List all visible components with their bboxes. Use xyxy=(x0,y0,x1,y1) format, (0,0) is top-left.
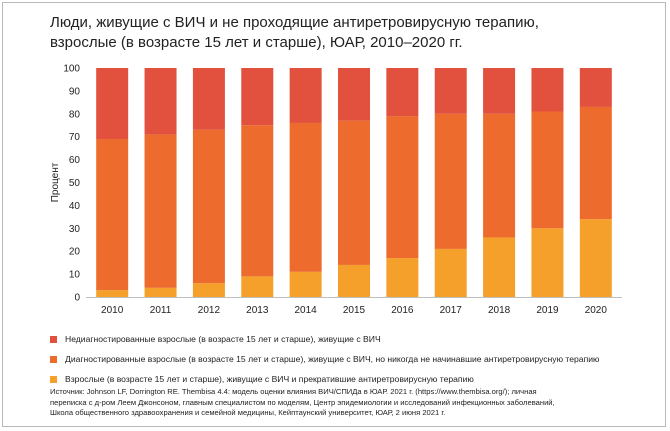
y-tick-label: 100 xyxy=(63,64,80,75)
bar-segment-2010-series-0 xyxy=(96,290,129,297)
bar-segment-2017-series-1 xyxy=(434,113,467,249)
y-axis-label: Процент xyxy=(50,162,61,202)
bar-segment-2011-series-0 xyxy=(144,287,177,297)
bar-segment-2010-series-2 xyxy=(96,68,129,139)
chart-title-line-2: взрослые (в возрасте 15 лет и старше), Ю… xyxy=(50,34,463,51)
legend-item-never-started: Диагностированные взрослые (в возрасте 1… xyxy=(50,349,660,369)
source-line-2: переписка с д-ром Леем Джонсоном, главны… xyxy=(50,397,555,407)
x-tick-label: 2014 xyxy=(295,305,318,316)
bar-segment-2013-series-2 xyxy=(241,68,274,126)
x-tick-label: 2017 xyxy=(440,305,463,316)
y-tick-label: 60 xyxy=(69,155,81,166)
bar-segment-2012-series-2 xyxy=(192,68,225,130)
legend-swatch-stopped xyxy=(50,375,57,383)
x-tick-label: 2019 xyxy=(536,305,559,316)
y-tick-label: 0 xyxy=(74,293,80,304)
bar-segment-2014-series-0 xyxy=(289,271,322,297)
legend-item-undiagnosed: Недиагностированные взрослые (в возрасте… xyxy=(50,329,660,349)
bar-segment-2016-series-1 xyxy=(386,116,419,259)
bar-segment-2011-series-1 xyxy=(144,134,177,288)
bar-segment-2010-series-1 xyxy=(96,138,129,291)
x-tick-label: 2010 xyxy=(101,305,124,316)
bar-segment-2015-series-0 xyxy=(338,264,370,297)
x-tick-label: 2013 xyxy=(246,305,269,316)
bar-segment-2016-series-0 xyxy=(386,258,419,297)
y-tick-label: 20 xyxy=(69,247,81,258)
chart-title: Люди, живущие с ВИЧ и не проходящие анти… xyxy=(50,13,630,53)
bar-segment-2017-series-0 xyxy=(434,248,467,297)
source-line-1: Источник: Johnson LF, Dorrington RE. The… xyxy=(50,387,537,396)
y-tick-label: 30 xyxy=(69,224,81,235)
y-tick-label: 50 xyxy=(69,178,81,189)
bar-segment-2018-series-0 xyxy=(483,237,516,297)
chart-title-line-1: Люди, живущие с ВИЧ и не проходящие анти… xyxy=(50,14,539,31)
x-tick-label: 2020 xyxy=(585,305,608,316)
bar-segment-2019-series-2 xyxy=(531,68,564,112)
bar-segment-2020-series-0 xyxy=(579,219,612,297)
bar-segment-2014-series-2 xyxy=(289,68,322,123)
x-tick-label: 2016 xyxy=(391,305,414,316)
legend-swatch-never-started xyxy=(50,355,57,363)
bar-segment-2016-series-2 xyxy=(386,68,419,117)
y-tick-label: 70 xyxy=(69,132,81,143)
bar-segment-2014-series-1 xyxy=(289,122,322,272)
x-tick-label: 2012 xyxy=(198,305,221,316)
bar-segment-2013-series-0 xyxy=(241,276,274,297)
legend-swatch-undiagnosed xyxy=(50,335,57,343)
bar-segment-2013-series-1 xyxy=(241,125,274,277)
legend-item-stopped: Взрослые (в возрасте 15 лет и старше), ж… xyxy=(50,369,660,389)
bar-segment-2015-series-2 xyxy=(338,68,370,121)
y-tick-label: 10 xyxy=(69,270,81,281)
source-note: Источник: Johnson LF, Dorrington RE. The… xyxy=(50,387,650,419)
bar-segment-2012-series-0 xyxy=(192,283,225,297)
bar-segment-2017-series-2 xyxy=(434,68,467,114)
bar-segment-2018-series-1 xyxy=(483,113,516,238)
legend-label-never-started: Диагностированные взрослые (в возрасте 1… xyxy=(65,354,600,364)
stacked-bar-chart: 0 10 20 30 40 50 60 70 80 90 100 Процент 2010 2011 201… xyxy=(50,64,622,316)
x-tick-label: 2015 xyxy=(343,305,366,316)
y-tick-label: 40 xyxy=(69,201,81,212)
bar-segment-2015-series-1 xyxy=(338,120,370,265)
bar-segment-2018-series-2 xyxy=(483,68,516,114)
x-tick-label: 2018 xyxy=(488,305,511,316)
bar-segment-2019-series-1 xyxy=(531,111,564,229)
legend-label-undiagnosed: Недиагностированные взрослые (в возрасте… xyxy=(65,334,381,344)
bar-segment-2020-series-2 xyxy=(579,68,612,107)
x-tick-label: 2011 xyxy=(150,305,172,316)
y-tick-label: 90 xyxy=(69,86,81,97)
chart-frame xyxy=(2,2,666,427)
chart-legend: Недиагностированные взрослые (в возрасте… xyxy=(50,329,660,389)
bar-segment-2019-series-0 xyxy=(531,228,564,297)
source-line-3: Школа общественного здравоохранения и се… xyxy=(50,408,446,417)
bar-segment-2011-series-2 xyxy=(144,68,177,135)
bar-segment-2020-series-1 xyxy=(579,106,612,220)
y-tick-label: 80 xyxy=(69,109,81,120)
legend-label-stopped: Взрослые (в возрасте 15 лет и старше), ж… xyxy=(65,374,474,384)
bar-segment-2012-series-1 xyxy=(192,129,225,284)
